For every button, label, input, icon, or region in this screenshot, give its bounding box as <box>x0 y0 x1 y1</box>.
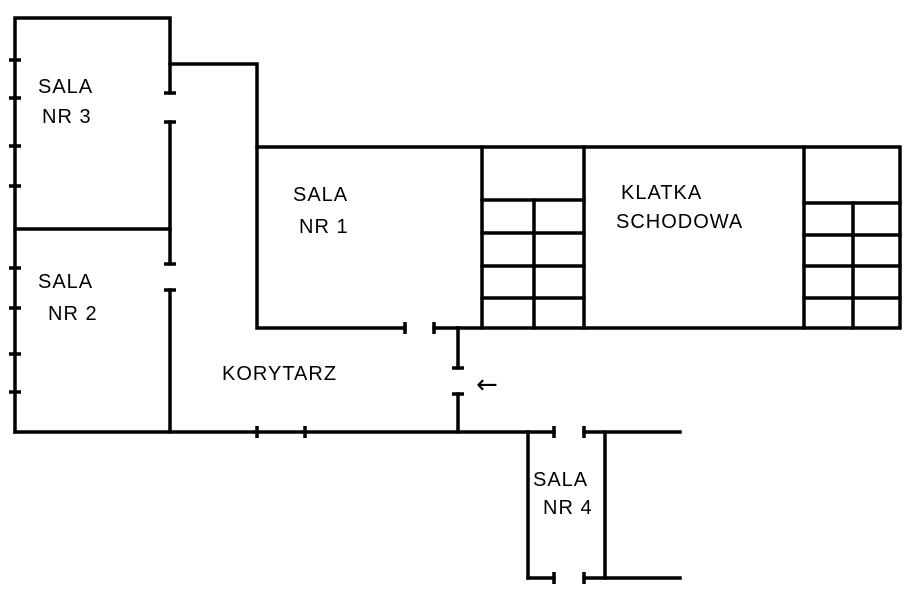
sala-3-label-line1: SALA <box>38 76 93 98</box>
wall-korytarz <box>13 62 530 434</box>
sala-4-label-line1: SALA <box>533 469 588 491</box>
sala-4-label-line2: NR 4 <box>543 497 593 519</box>
sala-2-label-line1: SALA <box>38 271 93 293</box>
wall-sala-3 <box>13 16 172 434</box>
klatka-label-line1: KLATKA <box>621 182 702 204</box>
door-sala-3 <box>164 91 176 124</box>
sala-1-label-line1: SALA <box>293 184 348 206</box>
stairs-left <box>480 145 586 330</box>
klatka-label-line2: SCHODOWA <box>616 211 743 233</box>
sala-1-label-line2: NR 1 <box>299 216 349 238</box>
door-sala-2 <box>164 262 176 292</box>
wall-sala-4 <box>526 430 682 580</box>
window-ticks-bottom <box>255 426 307 438</box>
door-sala-4 <box>552 426 586 584</box>
sala-3-label-line2: NR 3 <box>42 106 92 128</box>
entrance-arrow-icon: ← <box>476 370 498 400</box>
korytarz-label: KORYTARZ <box>222 363 337 385</box>
door-sala-1 <box>403 322 436 334</box>
window-ticks-left <box>9 58 21 394</box>
entrance-door <box>452 366 464 396</box>
sala-2-label-line2: NR 2 <box>48 303 98 325</box>
stairs-right <box>802 145 902 330</box>
